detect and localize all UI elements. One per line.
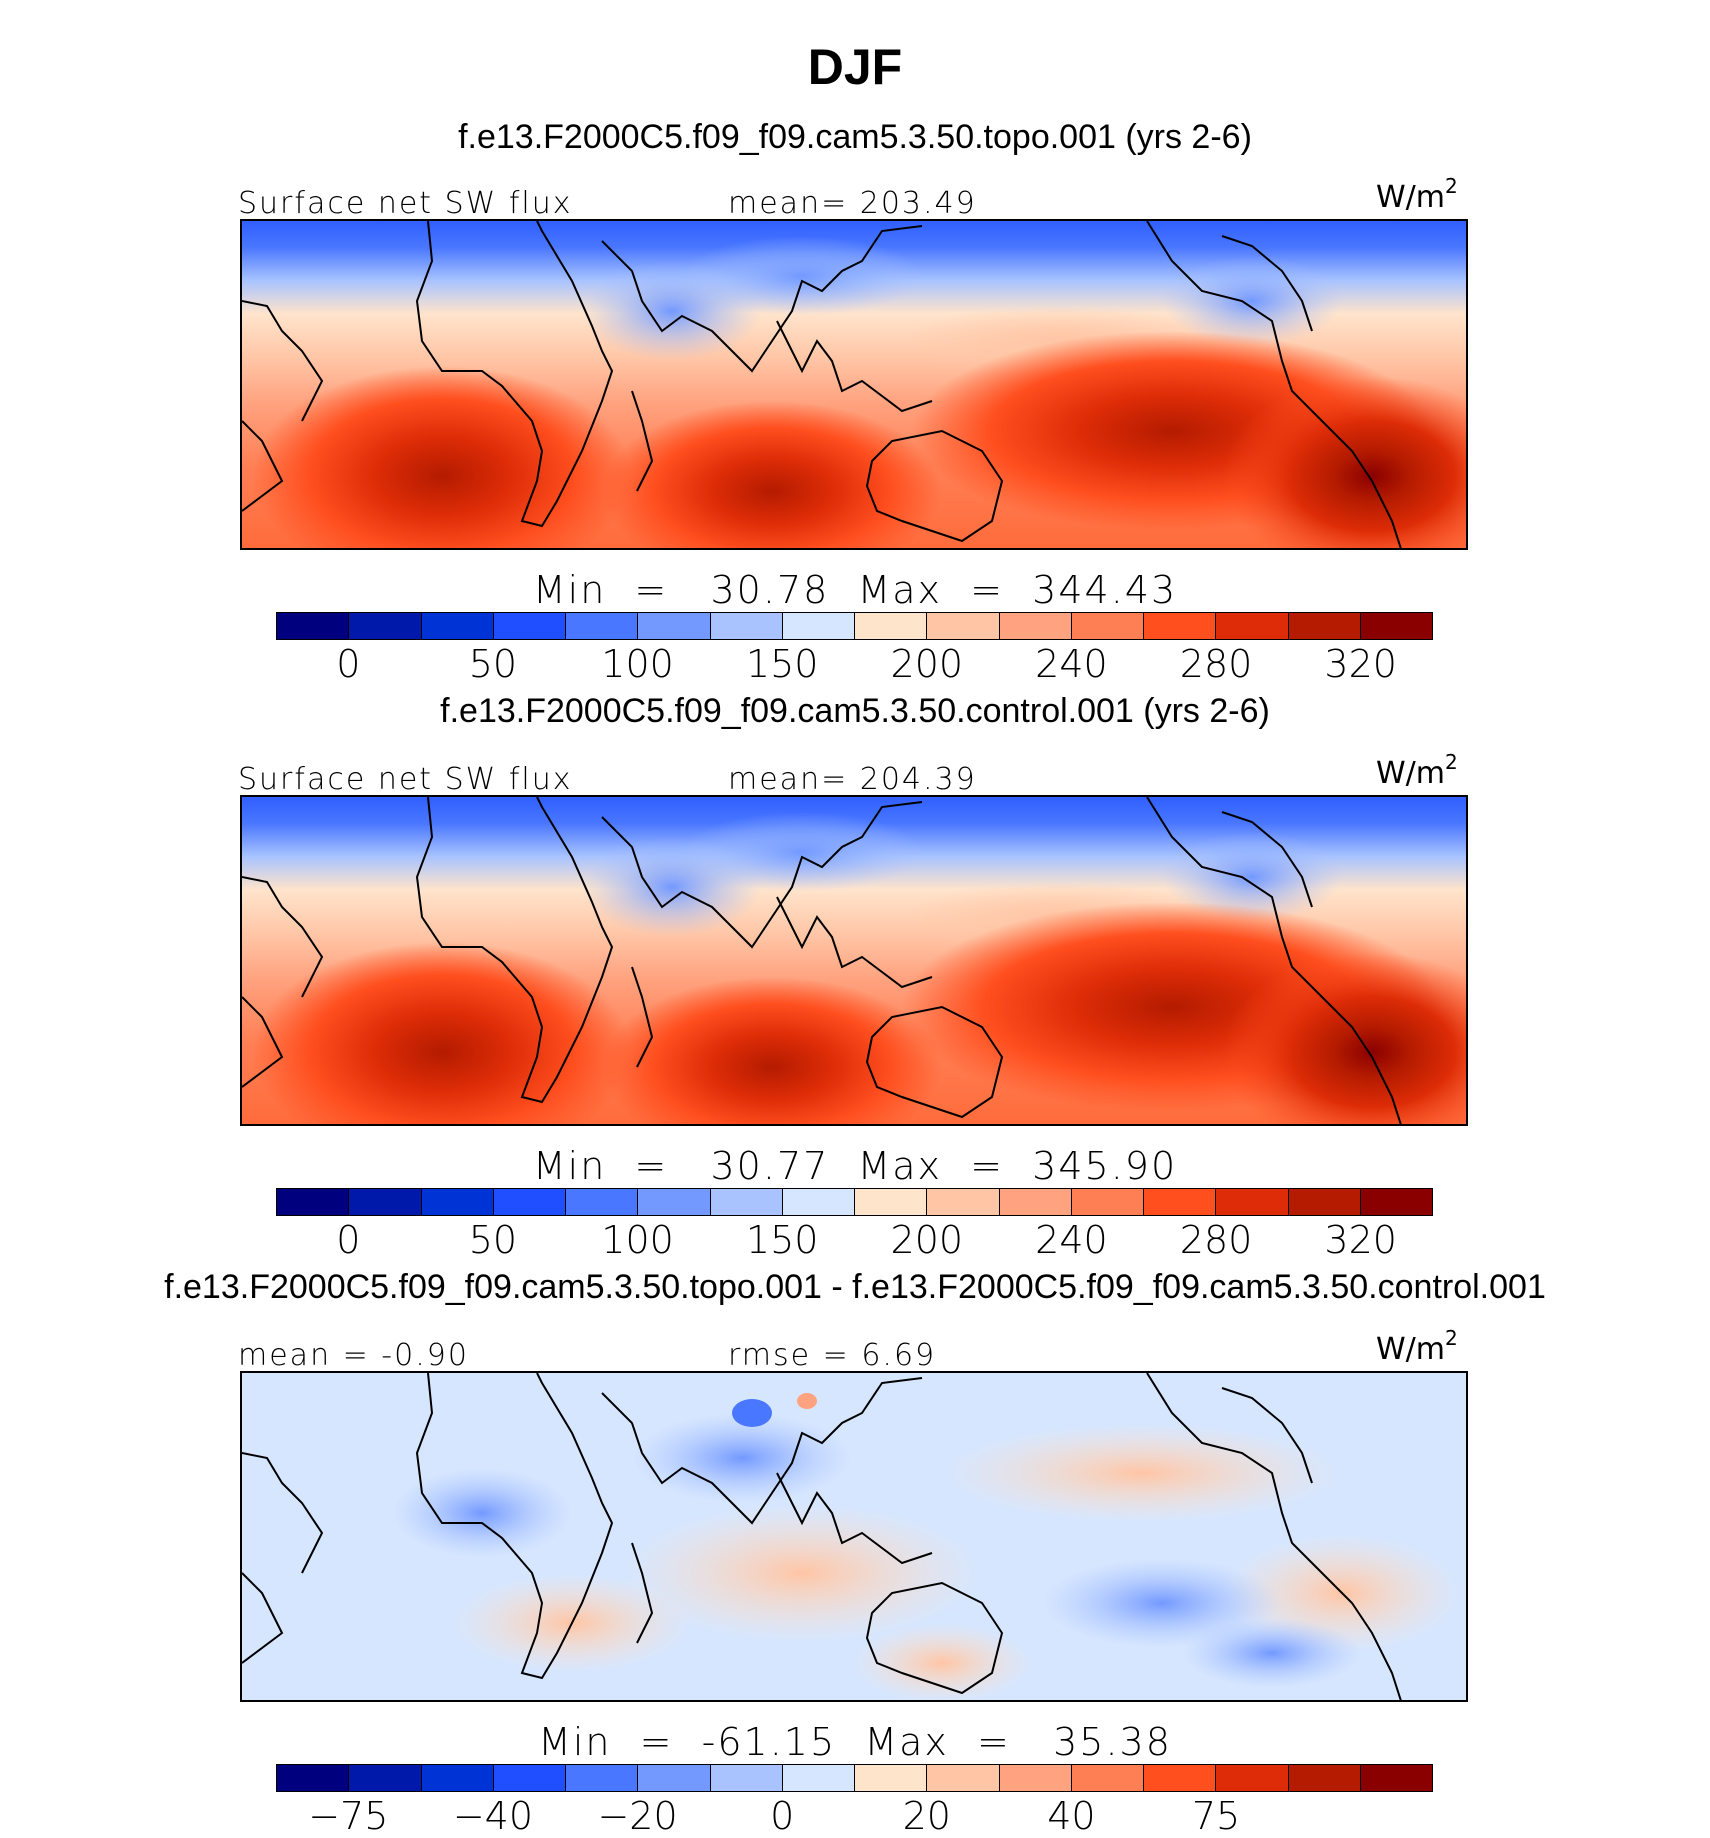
colorbar-tick-label: 40: [1047, 1794, 1096, 1838]
panel-1-case-title: f.e13.F2000C5.f09_f09.cam5.3.50.topo.001…: [458, 118, 1252, 156]
colorbar-swatch: [1216, 1189, 1289, 1215]
colorbar-swatch: [999, 1765, 1072, 1791]
colorbar-swatch: [855, 1189, 928, 1215]
panel-2-colorbar: [276, 1188, 1433, 1216]
panel-3-minmax: Min = -61.15 Max = 35.38: [538, 1720, 1172, 1764]
colorbar-tick-label: 50: [468, 642, 518, 686]
colorbar-swatch: [277, 613, 350, 639]
panel-3-colorbar-ticks: −75 −40 −20 0 20 40 75: [0, 1794, 1710, 1838]
colorbar-swatch: [710, 613, 783, 639]
panel-1-mean-label: mean= 203.49: [728, 186, 977, 221]
colorbar-swatch: [277, 1189, 350, 1215]
panel-3-map: [240, 1371, 1468, 1702]
colorbar-swatch: [1071, 1189, 1144, 1215]
colorbar-swatch: [1360, 1189, 1432, 1215]
colorbar-swatch: [927, 1765, 1000, 1791]
colorbar-swatch: [782, 613, 855, 639]
colorbar-tick-label: −20: [597, 1794, 678, 1838]
figure-title: DJF: [807, 39, 903, 95]
colorbar-swatch: [855, 613, 928, 639]
panel-1-units: W/m2: [1376, 174, 1458, 215]
colorbar-swatch: [1144, 1189, 1217, 1215]
colorbar-tick-label: 100: [601, 1218, 674, 1262]
colorbar-tick-label: 280: [1179, 642, 1253, 686]
colorbar-swatch: [493, 1189, 566, 1215]
panel-1-colorbar: [276, 612, 1433, 640]
panel-1-variable-label: Surface net SW flux: [238, 186, 573, 221]
panel-1-colorbar-ticks: 0 50 100 150 200 240 280 320: [0, 642, 1710, 690]
colorbar-swatch: [1216, 1765, 1289, 1791]
colorbar-tick-label: 200: [890, 642, 964, 686]
panel-1-map: [240, 219, 1468, 550]
panel-2-minmax: Min = 30.77 Max = 345.90: [532, 1144, 1178, 1188]
panel-2-map: [240, 795, 1468, 1126]
colorbar-tick-label: 240: [1035, 1218, 1108, 1262]
panel-3-colorbar: [276, 1764, 1433, 1792]
colorbar-swatch: [1360, 613, 1432, 639]
colorbar-swatch: [421, 1189, 494, 1215]
panel-3-case-title: f.e13.F2000C5.f09_f09.cam5.3.50.topo.001…: [164, 1268, 1546, 1306]
colorbar-tick-label: 200: [890, 1218, 964, 1262]
colorbar-swatch: [710, 1765, 783, 1791]
colorbar-tick-label: 150: [745, 1218, 819, 1262]
colorbar-tick-label: 320: [1324, 642, 1397, 686]
colorbar-tick-label: 20: [902, 1794, 951, 1838]
colorbar-tick-label: 0: [336, 1218, 361, 1262]
panel-3-units: W/m2: [1376, 1326, 1458, 1367]
colorbar-swatch: [1288, 613, 1361, 639]
colorbar-swatch: [855, 1765, 928, 1791]
colorbar-tick-label: 0: [336, 642, 361, 686]
colorbar-swatch: [1288, 1765, 1361, 1791]
colorbar-swatch: [1071, 1765, 1144, 1791]
panel-2-mean-label: mean= 204.39: [728, 762, 977, 797]
panel-2-case-title: f.e13.F2000C5.f09_f09.cam5.3.50.control.…: [440, 692, 1270, 730]
colorbar-swatch: [421, 1765, 494, 1791]
colorbar-tick-label: 0: [770, 1794, 795, 1838]
colorbar-tick-label: 50: [468, 1218, 518, 1262]
colorbar-swatch: [999, 613, 1072, 639]
colorbar-swatch: [421, 613, 494, 639]
colorbar-swatch: [782, 1765, 855, 1791]
panel-1-minmax: Min = 30.78 Max = 344.43: [532, 568, 1178, 612]
panel-2-colorbar-ticks: 0 50 100 150 200 240 280 320: [0, 1218, 1710, 1266]
colorbar-tick-label: 280: [1179, 1218, 1253, 1262]
colorbar-swatch: [927, 613, 1000, 639]
colorbar-swatch: [638, 1189, 711, 1215]
colorbar-tick-label: −40: [452, 1794, 534, 1838]
colorbar-swatch: [1144, 613, 1217, 639]
colorbar-swatch: [1288, 1189, 1361, 1215]
colorbar-tick-label: 75: [1191, 1794, 1241, 1838]
colorbar-swatch: [1360, 1765, 1432, 1791]
colorbar-tick-label: 320: [1324, 1218, 1397, 1262]
colorbar-swatch: [1071, 613, 1144, 639]
panel-3-mean-label: mean = -0.90: [238, 1338, 469, 1373]
colorbar-tick-label: −75: [308, 1794, 389, 1838]
panel-2-variable-label: Surface net SW flux: [238, 762, 573, 797]
colorbar-tick-label: 240: [1035, 642, 1108, 686]
colorbar-swatch: [999, 1189, 1072, 1215]
colorbar-swatch: [493, 613, 566, 639]
colorbar-tick-label: 150: [745, 642, 819, 686]
colorbar-swatch: [782, 1189, 855, 1215]
colorbar-swatch: [493, 1765, 566, 1791]
colorbar-swatch: [566, 613, 639, 639]
panel-3-rmse-label: rmse = 6.69: [728, 1338, 937, 1373]
colorbar-swatch: [638, 1765, 711, 1791]
colorbar-swatch: [349, 1189, 422, 1215]
colorbar-tick-label: 100: [601, 642, 674, 686]
colorbar-swatch: [1144, 1765, 1217, 1791]
colorbar-swatch: [1216, 613, 1289, 639]
colorbar-swatch: [710, 1189, 783, 1215]
colorbar-swatch: [638, 613, 711, 639]
panel-2-units: W/m2: [1376, 750, 1458, 791]
colorbar-swatch: [927, 1189, 1000, 1215]
colorbar-swatch: [566, 1189, 639, 1215]
colorbar-swatch: [349, 1765, 422, 1791]
colorbar-swatch: [277, 1765, 350, 1791]
colorbar-swatch: [349, 613, 422, 639]
colorbar-swatch: [566, 1765, 639, 1791]
